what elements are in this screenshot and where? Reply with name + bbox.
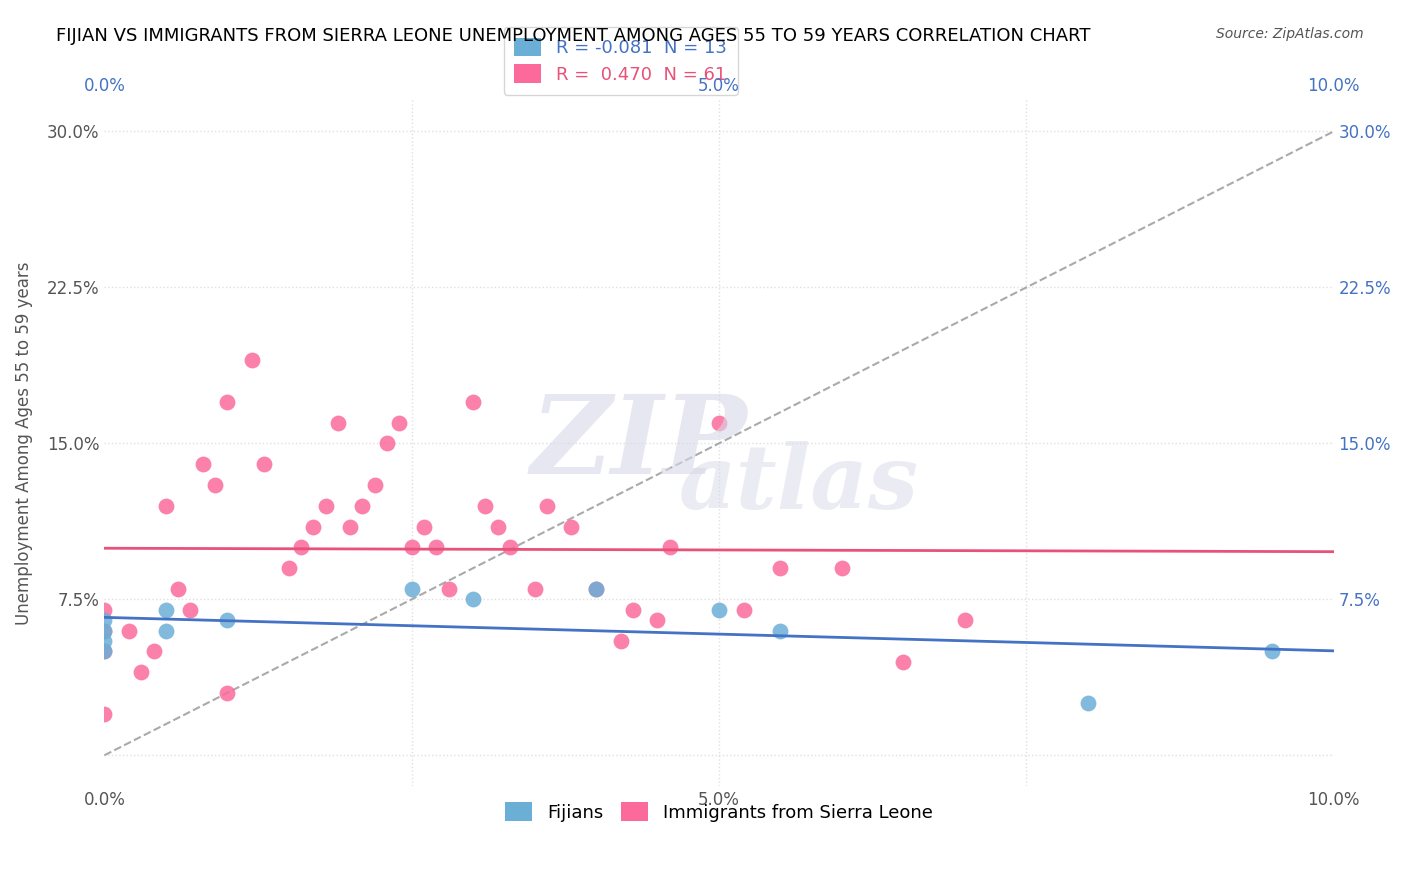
Point	[707, 603, 730, 617]
Point	[118, 624, 141, 638]
Point	[1261, 644, 1284, 658]
Point	[388, 416, 411, 430]
Point	[179, 603, 201, 617]
Point	[375, 436, 398, 450]
Point	[93, 603, 115, 617]
Text: atlas: atlas	[679, 442, 920, 528]
Point	[204, 478, 226, 492]
Point	[93, 624, 115, 638]
Point	[769, 561, 792, 575]
Point	[167, 582, 190, 596]
Point	[560, 519, 582, 533]
Point	[290, 541, 312, 555]
Point	[129, 665, 152, 679]
Point	[93, 634, 115, 648]
Point	[425, 541, 447, 555]
Point	[769, 624, 792, 638]
Point	[474, 499, 496, 513]
Point	[155, 624, 177, 638]
Point	[1077, 696, 1099, 710]
Point	[707, 416, 730, 430]
Point	[191, 457, 214, 471]
Point	[461, 592, 484, 607]
Point	[155, 499, 177, 513]
Point	[401, 582, 423, 596]
Legend: Fijians, Immigrants from Sierra Leone: Fijians, Immigrants from Sierra Leone	[495, 791, 943, 832]
Point	[461, 394, 484, 409]
Point	[585, 582, 607, 596]
Point	[253, 457, 276, 471]
Point	[437, 582, 460, 596]
Point	[339, 519, 361, 533]
Point	[326, 416, 349, 430]
Point	[953, 613, 976, 627]
Point	[93, 644, 115, 658]
Point	[733, 603, 755, 617]
Point	[302, 519, 325, 533]
Point	[217, 686, 239, 700]
Point	[93, 706, 115, 721]
Point	[523, 582, 546, 596]
Point	[277, 561, 299, 575]
Point	[142, 644, 165, 658]
Text: Source: ZipAtlas.com: Source: ZipAtlas.com	[1216, 27, 1364, 41]
Point	[315, 499, 337, 513]
Point	[240, 353, 263, 368]
Point	[621, 603, 644, 617]
Point	[93, 613, 115, 627]
Point	[499, 541, 522, 555]
Point	[891, 655, 914, 669]
Point	[609, 634, 631, 648]
Point	[536, 499, 558, 513]
Point	[401, 541, 423, 555]
Text: FIJIAN VS IMMIGRANTS FROM SIERRA LEONE UNEMPLOYMENT AMONG AGES 55 TO 59 YEARS CO: FIJIAN VS IMMIGRANTS FROM SIERRA LEONE U…	[56, 27, 1091, 45]
Point	[93, 624, 115, 638]
Point	[831, 561, 853, 575]
Point	[585, 582, 607, 596]
Point	[364, 478, 387, 492]
Text: ZIP: ZIP	[530, 390, 748, 497]
Point	[155, 603, 177, 617]
Point	[413, 519, 436, 533]
Point	[658, 541, 681, 555]
Y-axis label: Unemployment Among Ages 55 to 59 years: Unemployment Among Ages 55 to 59 years	[15, 261, 32, 625]
Point	[217, 613, 239, 627]
Point	[217, 394, 239, 409]
Point	[647, 613, 669, 627]
Point	[93, 644, 115, 658]
Point	[486, 519, 509, 533]
Point	[352, 499, 374, 513]
